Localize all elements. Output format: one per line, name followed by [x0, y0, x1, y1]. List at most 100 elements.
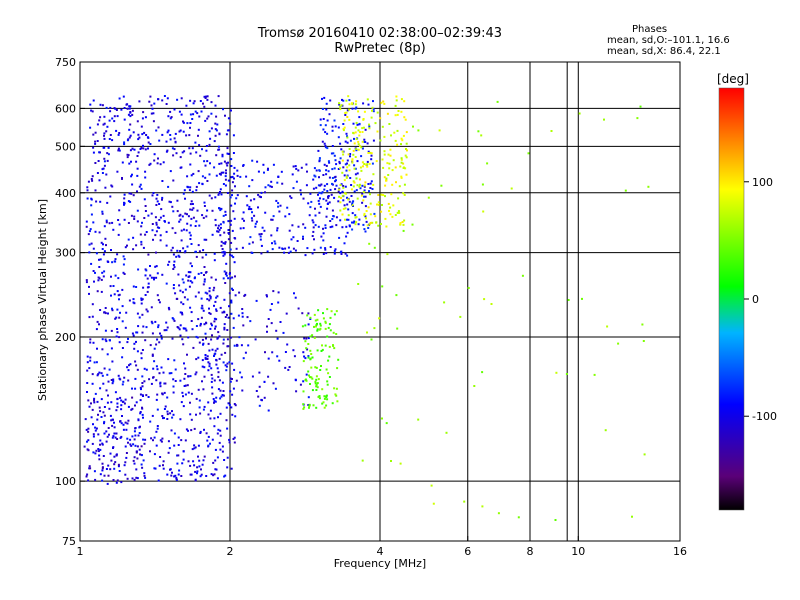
data-point [341, 159, 344, 162]
data-point [203, 278, 206, 281]
data-point [302, 237, 304, 240]
data-point [161, 437, 164, 440]
data-point [149, 274, 152, 277]
data-point [94, 131, 97, 134]
data-point [165, 321, 168, 324]
data-point [203, 428, 205, 431]
data-point [289, 195, 292, 198]
data-point [189, 208, 192, 211]
data-point [120, 435, 123, 438]
data-point [389, 213, 392, 216]
data-point [111, 382, 114, 385]
data-point [204, 291, 207, 294]
data-point [87, 399, 90, 402]
data-point [167, 129, 170, 132]
data-point [159, 381, 162, 384]
data-point [302, 223, 305, 226]
data-point [362, 102, 365, 105]
data-point [331, 177, 334, 179]
data-point [311, 356, 314, 359]
data-point [277, 175, 280, 178]
data-point [142, 111, 145, 114]
data-point [341, 194, 344, 197]
data-point [324, 247, 327, 250]
data-point [143, 474, 146, 477]
data-point [98, 406, 101, 409]
data-point [113, 120, 116, 123]
data-point [122, 423, 125, 426]
data-point [276, 227, 279, 230]
data-point [209, 137, 212, 140]
data-point [384, 217, 387, 220]
data-point [188, 275, 191, 278]
data-point [96, 172, 99, 174]
data-point [85, 281, 88, 284]
data-point [209, 409, 212, 412]
data-point [205, 253, 208, 256]
data-point [102, 411, 105, 414]
data-point [90, 262, 93, 265]
data-point [214, 300, 217, 303]
data-point [94, 140, 97, 143]
data-point [606, 325, 609, 328]
data-point [103, 132, 106, 135]
data-point [157, 98, 160, 101]
data-point [231, 362, 234, 365]
data-point [344, 185, 347, 188]
data-point [136, 120, 139, 123]
data-point [214, 196, 217, 199]
data-point [210, 276, 213, 279]
data-point [354, 214, 357, 217]
data-point [314, 319, 317, 322]
data-point [337, 190, 340, 193]
data-point [137, 434, 140, 437]
data-point [215, 296, 218, 299]
data-point [236, 169, 239, 172]
data-point [161, 99, 164, 102]
data-point [285, 312, 288, 315]
data-point [322, 174, 325, 176]
data-point [354, 131, 357, 134]
data-point [225, 274, 228, 277]
data-point [224, 273, 227, 276]
data-point [88, 230, 91, 233]
data-point [144, 274, 147, 277]
data-point [370, 158, 373, 161]
data-point [182, 130, 185, 133]
data-point [95, 449, 98, 452]
data-point [86, 382, 89, 384]
data-point [109, 195, 112, 198]
data-point [165, 244, 168, 247]
data-point [329, 99, 332, 102]
data-point [213, 317, 216, 320]
data-point [354, 223, 357, 226]
data-point [399, 223, 402, 226]
data-point [210, 367, 213, 370]
data-point [387, 202, 390, 205]
data-point [96, 140, 99, 142]
data-point [198, 115, 201, 118]
data-point [339, 105, 342, 108]
data-point [325, 215, 328, 218]
data-point [340, 196, 342, 199]
data-point [189, 186, 192, 189]
data-point [156, 200, 159, 203]
data-point [83, 445, 86, 448]
data-point [149, 162, 152, 165]
data-point [224, 474, 227, 477]
data-point [396, 129, 399, 132]
data-point [204, 354, 207, 356]
data-point [400, 161, 403, 164]
data-point [121, 177, 123, 179]
data-point [213, 355, 215, 357]
data-point [326, 183, 329, 186]
data-point [325, 368, 328, 371]
data-point [118, 336, 121, 339]
data-point [364, 205, 367, 208]
data-point [211, 392, 214, 395]
data-point [218, 172, 221, 175]
data-point [201, 148, 203, 151]
data-point [182, 405, 185, 408]
data-point [142, 416, 144, 419]
data-point [108, 433, 110, 436]
